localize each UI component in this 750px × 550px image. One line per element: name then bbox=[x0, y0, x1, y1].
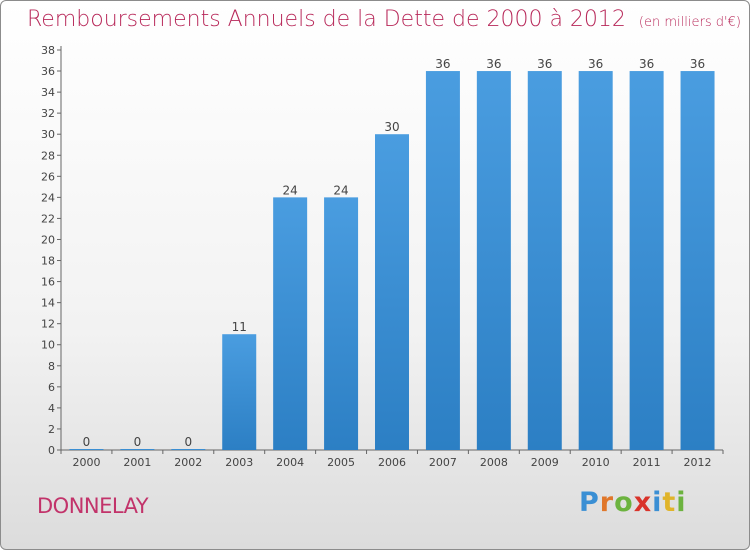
x-tick-label: 2007 bbox=[429, 456, 457, 469]
data-label-2006: 30 bbox=[384, 120, 399, 134]
bar-2002 bbox=[171, 449, 206, 450]
y-tick-label: 34 bbox=[41, 86, 55, 99]
commune-name: DONNELAY bbox=[37, 494, 149, 518]
data-label-2007: 36 bbox=[435, 57, 450, 71]
data-label-2004: 24 bbox=[283, 183, 298, 197]
y-tick-label: 22 bbox=[41, 212, 55, 225]
bar-2003 bbox=[222, 334, 257, 450]
x-tick-label: 2002 bbox=[174, 456, 202, 469]
logo-letter: x bbox=[633, 487, 653, 518]
x-tick-label: 2001 bbox=[123, 456, 151, 469]
data-label-2011: 36 bbox=[639, 57, 654, 71]
bar-2008 bbox=[476, 71, 511, 450]
bar-2006 bbox=[375, 134, 409, 451]
proxiti-logo: Proxiti bbox=[579, 487, 687, 518]
logo-letter: i bbox=[676, 487, 687, 518]
y-tick-label: 20 bbox=[41, 233, 55, 246]
y-tick-label: 28 bbox=[41, 149, 55, 162]
logo-letter: t bbox=[662, 487, 677, 518]
data-label-2001: 0 bbox=[134, 435, 142, 449]
y-tick-label: 30 bbox=[41, 128, 55, 141]
y-tick-label: 32 bbox=[41, 107, 55, 120]
data-label-2003: 11 bbox=[232, 320, 247, 334]
data-label-2012: 36 bbox=[690, 57, 705, 71]
bar-2009 bbox=[527, 71, 562, 450]
x-tick-label: 2012 bbox=[684, 456, 712, 469]
bar-2007 bbox=[425, 71, 460, 450]
data-label-2008: 36 bbox=[486, 57, 501, 71]
x-tick-label: 2008 bbox=[480, 456, 508, 469]
bar-2012 bbox=[680, 71, 715, 450]
data-label-2009: 36 bbox=[537, 57, 552, 71]
y-tick-label: 38 bbox=[41, 44, 55, 57]
y-tick-label: 0 bbox=[48, 444, 55, 457]
bar-2001 bbox=[120, 449, 155, 450]
bars-group: 0 0 0 11 24 24 30 36 36 36 36 36 36 bbox=[69, 57, 715, 451]
y-tick-label: 6 bbox=[48, 381, 55, 394]
bar-2004 bbox=[273, 197, 308, 450]
y-tick-label: 12 bbox=[41, 318, 55, 331]
y-tick-label: 14 bbox=[41, 297, 55, 310]
y-tick-label: 26 bbox=[41, 170, 55, 183]
x-tick-label: 2010 bbox=[582, 456, 610, 469]
bar-2000 bbox=[69, 449, 104, 450]
title-text: Remboursements Annuels de la Dette de 20… bbox=[27, 7, 626, 32]
logo-letter: r bbox=[599, 487, 615, 518]
logo-letter: i bbox=[652, 487, 663, 518]
data-label-2005: 24 bbox=[333, 183, 348, 197]
data-label-2010: 36 bbox=[588, 57, 603, 71]
logo-letter: o bbox=[614, 487, 634, 518]
x-tick-label: 2000 bbox=[72, 456, 100, 469]
x-tick-label: 2009 bbox=[531, 456, 559, 469]
bar-2010 bbox=[578, 71, 613, 450]
unit-label: (en milliers d'€) bbox=[638, 15, 741, 30]
y-tick-label: 2 bbox=[48, 423, 55, 436]
y-tick-label: 4 bbox=[48, 402, 55, 415]
y-tick-label: 18 bbox=[41, 255, 55, 268]
y-tick-label: 16 bbox=[41, 276, 55, 289]
y-tick-label: 24 bbox=[41, 191, 55, 204]
bar-2005 bbox=[324, 197, 359, 450]
x-tick-label: 2011 bbox=[633, 456, 661, 469]
logo-letter: P bbox=[579, 487, 600, 518]
data-label-2000: 0 bbox=[83, 435, 91, 449]
x-tick-label: 2005 bbox=[327, 456, 355, 469]
data-label-2002: 0 bbox=[184, 435, 192, 449]
y-tick-label: 10 bbox=[41, 339, 55, 352]
y-tick-label: 8 bbox=[48, 360, 55, 373]
x-tick-label: 2006 bbox=[378, 456, 406, 469]
y-tick-label: 36 bbox=[41, 65, 55, 78]
chart-title: Remboursements Annuels de la Dette de 20… bbox=[27, 7, 741, 32]
x-tick-label: 2003 bbox=[225, 456, 253, 469]
x-tick-label: 2004 bbox=[276, 456, 304, 469]
bar-2011 bbox=[629, 71, 664, 450]
